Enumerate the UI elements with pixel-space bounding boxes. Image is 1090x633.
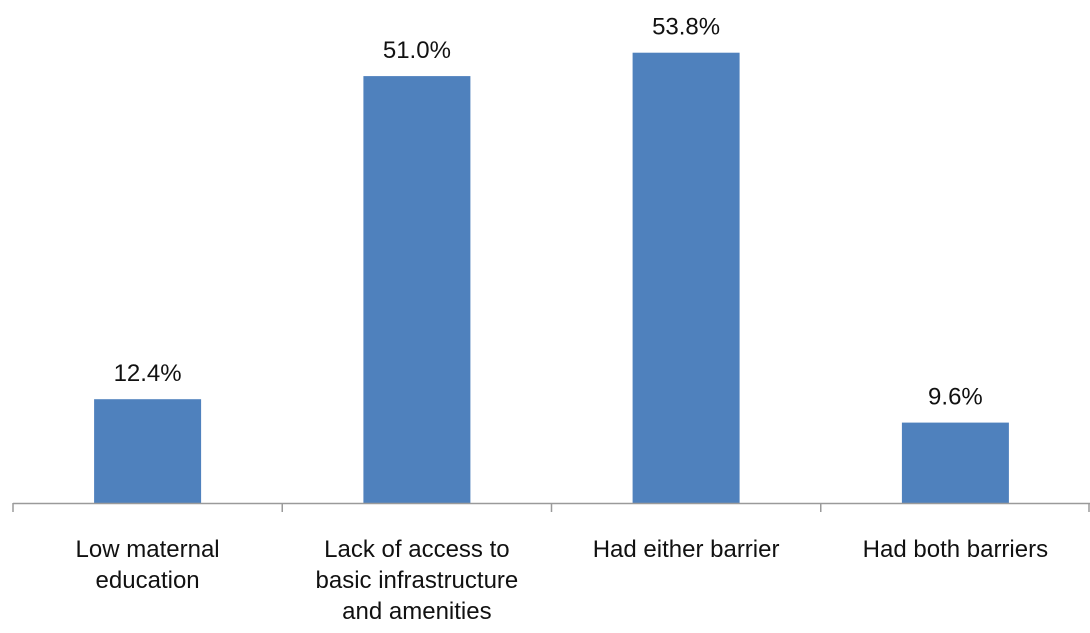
- data-labels: 12.4% 51.0% 53.8% 9.6%: [114, 14, 983, 411]
- category-label: Had either barrier: [593, 536, 780, 563]
- x-axis: [12, 502, 1090, 512]
- bar: [901, 422, 1009, 503]
- bar: [363, 76, 471, 503]
- bar: [632, 52, 740, 503]
- bars-layer: [94, 52, 1009, 503]
- bar: [94, 399, 202, 503]
- category-label: Low maternal education: [76, 536, 220, 594]
- data-label: 9.6%: [928, 384, 983, 411]
- category-label: Had both barriers: [863, 536, 1048, 563]
- data-label: 53.8%: [652, 14, 720, 41]
- data-label: 12.4%: [114, 360, 182, 387]
- data-label: 51.0%: [383, 37, 451, 64]
- category-label: Lack of access to basic infrastructure and…: [316, 536, 519, 625]
- category-labels: Low maternal education Lack of access to ba…: [76, 536, 1049, 625]
